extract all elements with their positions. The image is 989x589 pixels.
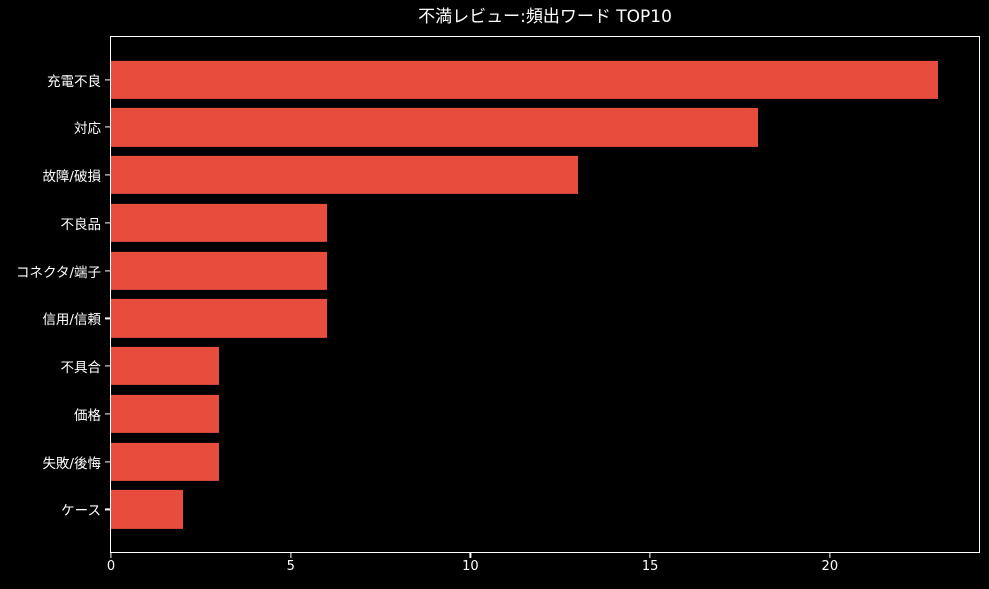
y-axis-label: ケース xyxy=(61,503,101,520)
x-axis-tick xyxy=(469,553,471,558)
bar-3 xyxy=(111,203,327,242)
y-axis-label: 信用/信頼 xyxy=(42,312,101,329)
bar-8 xyxy=(111,442,219,481)
x-axis-tick-label: 0 xyxy=(106,559,116,574)
y-axis-label: 価格 xyxy=(74,407,101,424)
y-axis-label: 失敗/後悔 xyxy=(42,455,101,472)
y-axis-tick xyxy=(105,126,110,128)
x-axis-tick-label: 15 xyxy=(641,559,659,574)
y-axis-tick xyxy=(105,365,110,367)
y-axis-tick xyxy=(105,222,110,224)
y-axis-label: 充電不良 xyxy=(47,73,101,90)
bar-6 xyxy=(111,347,219,386)
plot-area: 充電不良対応故障/破損不良品コネクタ/端子信用/信頼不具合価格失敗/後悔ケース 0… xyxy=(16,36,980,574)
bar-7 xyxy=(111,394,219,434)
y-axis-tick xyxy=(105,461,110,463)
chart-title: 不満レビュー:頻出ワード TOP10 xyxy=(418,7,672,27)
bar-5 xyxy=(111,299,327,338)
y-axis-tick xyxy=(105,174,110,176)
x-axis-tick-label: 5 xyxy=(286,559,295,574)
x-axis-tick xyxy=(290,553,292,558)
x-axis-tick-label: 10 xyxy=(462,559,479,574)
y-axis-tick xyxy=(105,78,110,81)
y-axis-label: コネクタ/端子 xyxy=(15,264,101,281)
y-axis-tick xyxy=(105,270,110,272)
bar-4 xyxy=(111,251,327,290)
bar-0 xyxy=(111,60,938,99)
x-axis-tick xyxy=(110,553,112,558)
x-axis-tick xyxy=(829,553,831,558)
x-axis-tick xyxy=(649,553,651,558)
x-axis-tick-label: 20 xyxy=(821,559,839,574)
y-axis-label: 不良品 xyxy=(60,216,102,233)
y-axis-label: 故障/破損 xyxy=(42,169,101,186)
bar-2 xyxy=(111,155,579,195)
bar-9 xyxy=(111,490,183,529)
y-axis-tick xyxy=(105,317,110,319)
y-axis-label: 対応 xyxy=(74,121,101,138)
y-axis-label: 不具合 xyxy=(60,360,102,377)
y-axis-tick xyxy=(105,508,110,511)
y-axis-tick xyxy=(105,413,110,415)
bar-1 xyxy=(111,108,758,147)
